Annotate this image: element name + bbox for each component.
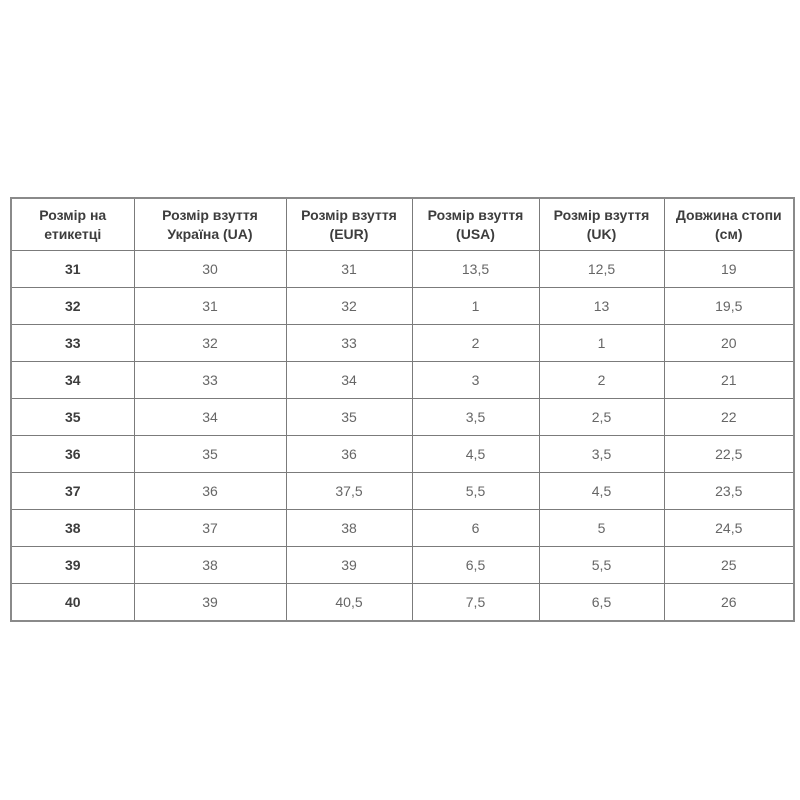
shoe-size-conversion-table: Розмір на етикетці Розмір взуття Україна … xyxy=(10,197,795,622)
size-value-cell: 35 xyxy=(285,398,413,436)
label-size-cell: 31 xyxy=(10,250,135,288)
table-row: 40 39 40,5 7,5 6,5 26 xyxy=(10,583,795,622)
size-value-cell: 35 xyxy=(133,435,287,473)
size-value-cell: 34 xyxy=(133,398,287,436)
size-value-cell: 37,5 xyxy=(285,472,413,510)
table-row: 37 36 37,5 5,5 4,5 23,5 xyxy=(10,472,795,510)
size-value-cell: 39 xyxy=(285,546,413,584)
size-value-cell: 24,5 xyxy=(663,509,795,547)
label-size-cell: 34 xyxy=(10,361,135,399)
label-size-cell: 33 xyxy=(10,324,135,362)
size-value-cell: 22 xyxy=(663,398,795,436)
size-value-cell: 30 xyxy=(133,250,287,288)
size-value-cell: 34 xyxy=(285,361,413,399)
size-value-cell: 33 xyxy=(285,324,413,362)
table-row: 32 31 32 1 13 19,5 xyxy=(10,287,795,325)
size-value-cell: 7,5 xyxy=(411,583,540,622)
table-body: 31 30 31 13,5 12,5 19 32 31 32 1 13 19,5 33 32 33 2 1 20 3… xyxy=(10,250,795,622)
size-value-cell: 19 xyxy=(663,250,795,288)
size-value-cell: 6 xyxy=(411,509,540,547)
size-value-cell: 32 xyxy=(285,287,413,325)
size-value-cell: 38 xyxy=(285,509,413,547)
size-value-cell: 3,5 xyxy=(411,398,540,436)
label-size-cell: 32 xyxy=(10,287,135,325)
column-header: Розмір взуття (UK) xyxy=(538,197,665,251)
column-header: Довжина стопи (см) xyxy=(663,197,795,251)
size-value-cell: 4,5 xyxy=(538,472,665,510)
column-header: Розмір взуття Україна (UA) xyxy=(133,197,287,251)
size-value-cell: 6,5 xyxy=(538,583,665,622)
column-header: Розмір на етикетці xyxy=(10,197,135,251)
size-value-cell: 21 xyxy=(663,361,795,399)
size-value-cell: 2,5 xyxy=(538,398,665,436)
label-size-cell: 37 xyxy=(10,472,135,510)
label-size-cell: 38 xyxy=(10,509,135,547)
size-value-cell: 2 xyxy=(411,324,540,362)
column-header: Розмір взуття (USA) xyxy=(411,197,540,251)
label-size-cell: 40 xyxy=(10,583,135,622)
size-value-cell: 32 xyxy=(133,324,287,362)
table-row: 35 34 35 3,5 2,5 22 xyxy=(10,398,795,436)
size-value-cell: 31 xyxy=(133,287,287,325)
size-value-cell: 2 xyxy=(538,361,665,399)
size-value-cell: 13 xyxy=(538,287,665,325)
size-value-cell: 4,5 xyxy=(411,435,540,473)
header-row: Розмір на етикетці Розмір взуття Україна … xyxy=(10,197,795,251)
size-value-cell: 5,5 xyxy=(411,472,540,510)
label-size-cell: 36 xyxy=(10,435,135,473)
size-value-cell: 39 xyxy=(133,583,287,622)
size-value-cell: 25 xyxy=(663,546,795,584)
size-value-cell: 40,5 xyxy=(285,583,413,622)
size-value-cell: 20 xyxy=(663,324,795,362)
label-size-cell: 35 xyxy=(10,398,135,436)
size-value-cell: 31 xyxy=(285,250,413,288)
size-value-cell: 36 xyxy=(133,472,287,510)
size-value-cell: 12,5 xyxy=(538,250,665,288)
table-header-row: Розмір на етикетці Розмір взуття Україна … xyxy=(10,197,795,251)
label-size-cell: 39 xyxy=(10,546,135,584)
table-row: 33 32 33 2 1 20 xyxy=(10,324,795,362)
table-row: 39 38 39 6,5 5,5 25 xyxy=(10,546,795,584)
size-value-cell: 5,5 xyxy=(538,546,665,584)
size-value-cell: 38 xyxy=(133,546,287,584)
size-value-cell: 1 xyxy=(411,287,540,325)
size-value-cell: 23,5 xyxy=(663,472,795,510)
size-value-cell: 26 xyxy=(663,583,795,622)
size-value-cell: 3 xyxy=(411,361,540,399)
size-value-cell: 19,5 xyxy=(663,287,795,325)
size-value-cell: 3,5 xyxy=(538,435,665,473)
size-value-cell: 36 xyxy=(285,435,413,473)
size-value-cell: 33 xyxy=(133,361,287,399)
size-value-cell: 1 xyxy=(538,324,665,362)
size-value-cell: 5 xyxy=(538,509,665,547)
size-value-cell: 6,5 xyxy=(411,546,540,584)
size-value-cell: 22,5 xyxy=(663,435,795,473)
table-row: 36 35 36 4,5 3,5 22,5 xyxy=(10,435,795,473)
table-row: 38 37 38 6 5 24,5 xyxy=(10,509,795,547)
size-value-cell: 37 xyxy=(133,509,287,547)
table-row: 34 33 34 3 2 21 xyxy=(10,361,795,399)
table-row: 31 30 31 13,5 12,5 19 xyxy=(10,250,795,288)
column-header: Розмір взуття (EUR) xyxy=(285,197,413,251)
size-value-cell: 13,5 xyxy=(411,250,540,288)
